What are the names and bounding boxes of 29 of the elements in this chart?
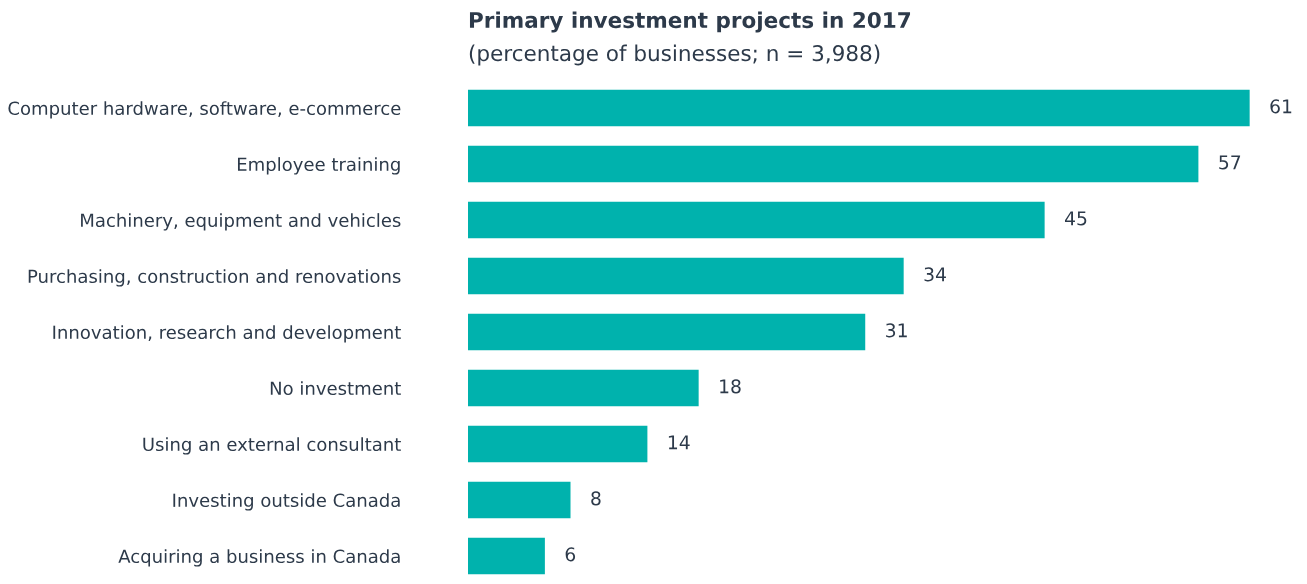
- data-label: 14: [668, 435, 690, 450]
- bar: [468, 425, 648, 463]
- y-tick-label: Computer hardware, software, e-commerce: [8, 101, 401, 119]
- y-tick-label: Acquiring a business in Canada: [118, 549, 400, 567]
- y-tick-label: No investment: [270, 381, 401, 396]
- data-label: 18: [720, 379, 741, 394]
- bar: [468, 201, 1045, 239]
- y-tick-label: Investing outside Canada: [173, 493, 400, 511]
- y-tick-label: Machinery, equipment and vehicles: [81, 213, 401, 231]
- bar: [468, 145, 1199, 183]
- data-label: 31: [886, 323, 907, 338]
- bar: [468, 257, 904, 295]
- data-label: 45: [1064, 211, 1087, 226]
- bar: [468, 369, 699, 407]
- y-tick-label: Using an external consultant: [143, 437, 401, 455]
- bar: [468, 89, 1250, 127]
- data-label: 8: [591, 491, 601, 506]
- y-tick-label: Purchasing, construction and renovations: [28, 269, 401, 287]
- bar: [468, 537, 545, 575]
- y-tick-label: Innovation, research and development: [53, 325, 401, 343]
- y-tick-label: Employee training: [237, 157, 400, 175]
- data-label: 57: [1219, 155, 1241, 170]
- bar: [468, 481, 571, 519]
- data-label: 61: [1270, 99, 1292, 114]
- bar: [468, 313, 866, 351]
- data-label: 6: [565, 547, 576, 562]
- chart-title: Primary investment projects in 2017: [469, 11, 911, 33]
- data-label: 34: [924, 267, 946, 282]
- chart-subtitle: (percentage of businesses; n = 3,988): [469, 44, 880, 66]
